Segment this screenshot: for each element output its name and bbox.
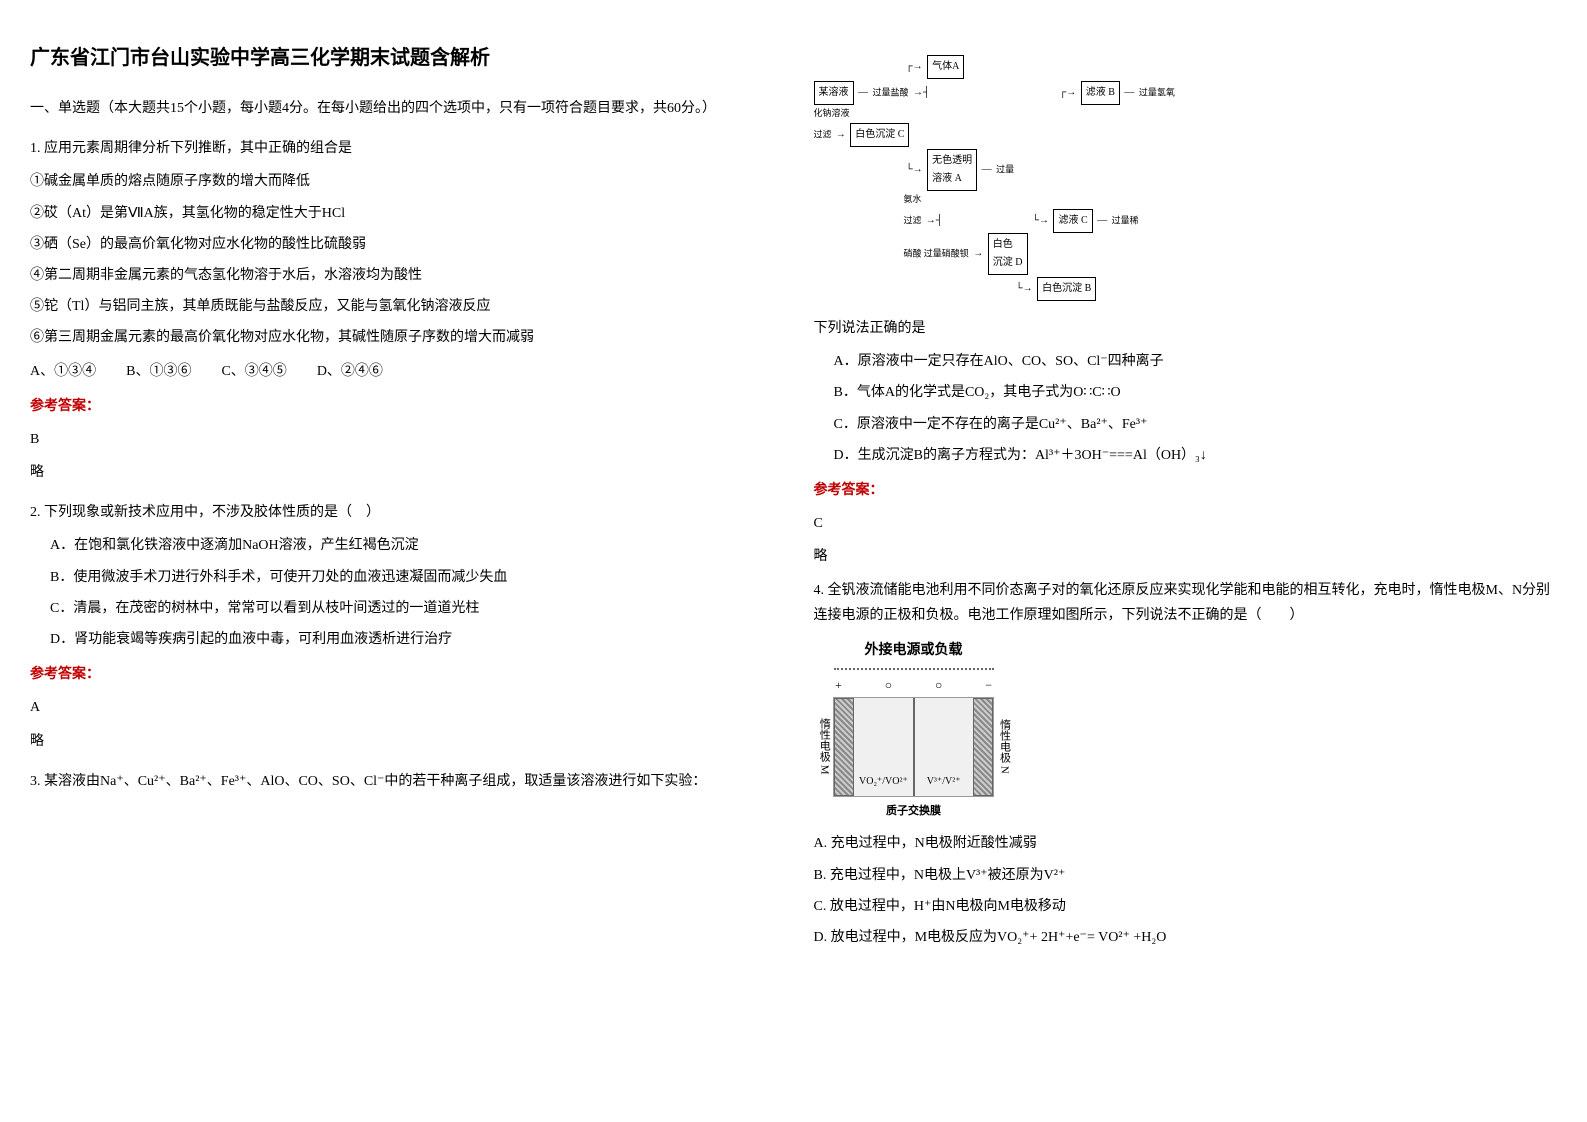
flow-reagent-4a: 过量稀 xyxy=(1112,215,1139,225)
electrode-m xyxy=(834,698,854,796)
arrow-right-icon: →┤ xyxy=(924,212,945,230)
flow-filtrate-c: 滤液 C xyxy=(1053,209,1092,233)
battery-cell: VO₂⁺/VO²⁺ V³⁺/V²⁺ xyxy=(833,697,993,797)
q3-answer: C xyxy=(814,511,1558,536)
q1-stem: 1. 应用元素周期律分析下列推断，其中正确的组合是 xyxy=(30,136,774,161)
left-column: 广东省江门市台山实验中学高三化学期末试题含解析 一、单选题（本大题共15个小题，… xyxy=(30,40,774,965)
electrode-m-label: 惰性电极 M xyxy=(814,718,834,775)
q1-item: ②砹（At）是第ⅦA族，其氢化物的稳定性大于HCl xyxy=(30,201,774,226)
q1-item: ①碱金属单质的熔点随原子序数的增大而降低 xyxy=(30,169,774,194)
solution-right: V³⁺/V²⁺ xyxy=(915,698,973,796)
flow-reagent-3c: 过滤 xyxy=(814,129,832,139)
flow-reagent-3a: 过量氢氧 xyxy=(1139,87,1175,97)
q1-item: ⑤铊（Tl）与铝同主族，其单质既能与盐酸反应，又能与氢氧化钠溶液反应 xyxy=(30,294,774,319)
arrow-up-icon: ┌→ xyxy=(904,58,925,76)
q4-stem: 4. 全钒液流储能电池利用不同价态离子对的氧化还原反应来实现化学能和电能的相互转… xyxy=(814,578,1558,628)
plus-terminal: + xyxy=(835,675,842,697)
q3-opt-b: B．气体A的化学式是CO₂，其电子式为O∷C∷O xyxy=(834,380,1558,405)
q2-note: 略 xyxy=(30,729,774,754)
flow-start: 某溶液 xyxy=(814,81,854,105)
answer-label: 参考答案： xyxy=(30,394,774,419)
arrow-right-icon: ┌→ xyxy=(1057,84,1078,102)
question-2: 2. 下列现象或新技术应用中，不涉及胶体性质的是（ ） A．在饱和氯化铁溶液中逐… xyxy=(30,500,774,754)
right-column: ┌→ 气体A 某溶液 — 过量盐酸 →┤ ┌→ 滤液 B — 过量氢氧 化钠溶液… xyxy=(814,40,1558,965)
q1-options: A、①③④ B、①③⑥ C、③④⑤ D、②④⑥ xyxy=(30,359,774,384)
electrode-n xyxy=(973,698,993,796)
q4-opt-c: C. 放电过程中，H⁺由N电极向M电极移动 xyxy=(814,894,1558,919)
q3-opt-c: C．原溶液中一定不存在的离子是Cu²⁺、Ba²⁺、Fe³⁺ xyxy=(834,412,1558,437)
flow-gas-a: 气体A xyxy=(927,55,964,79)
q1-opt-d: D、②④⑥ xyxy=(317,359,383,384)
solution-left: VO₂⁺/VO²⁺ xyxy=(854,698,912,796)
q1-opt-b: B、①③⑥ xyxy=(126,359,191,384)
arrow-down-icon: └→ xyxy=(904,161,925,179)
wire-icon xyxy=(834,668,994,670)
q3-opt-d: D．生成沉淀B的离子方程式为：Al³⁺＋3OH⁻===Al（OH）₃↓ xyxy=(834,443,1558,468)
diagram-bottom-label: 质子交换膜 xyxy=(814,802,1014,822)
q2-opt-c: C．清晨，在茂密的树林中，常常可以看到从枝叶间透过的一道道光柱 xyxy=(50,596,774,621)
q3-note: 略 xyxy=(814,544,1558,569)
q2-answer: A xyxy=(30,695,774,720)
q1-opt-c: C、③④⑤ xyxy=(221,359,286,384)
arrow-right-icon: → xyxy=(834,126,848,144)
flow-reagent-2c: 过滤 xyxy=(904,215,922,225)
flow-reagent-2a: 过量 xyxy=(996,164,1014,174)
q1-item: ③硒（Se）的最高价氧化物对应水化物的酸性比硫酸弱 xyxy=(30,232,774,257)
answer-label: 参考答案： xyxy=(814,478,1558,503)
flow-ppt-d: 白色 沉淀 D xyxy=(988,233,1028,275)
flow-reagent-5: 过量硝酸钡 xyxy=(924,248,969,258)
section-header: 一、单选题（本大题共15个小题，每小题4分。在每小题给出的四个选项中，只有一项符… xyxy=(30,96,774,121)
flow-reagent-4b: 硝酸 xyxy=(904,248,922,258)
question-3-start: 3. 某溶液由Na⁺、Cu²⁺、Ba²⁺、Fe³⁺、AlO、CO、SO、Cl⁻中… xyxy=(30,769,774,794)
q1-answer: B xyxy=(30,427,774,452)
q3-followup: 下列说法正确的是 xyxy=(814,316,1558,341)
arrow-right-icon: → xyxy=(971,245,985,263)
terminals: + ○ ○ − xyxy=(814,675,1014,697)
q3-opt-a: A．原溶液中一定只存在AlO、CO、SO、Cl⁻四种离子 xyxy=(834,349,1558,374)
electrode-n-label: 惰性电极 N xyxy=(994,719,1014,774)
q1-item: ④第二周期非金属元素的气态氢化物溶于水后，水溶液均为酸性 xyxy=(30,263,774,288)
arrow-right-icon: — xyxy=(1122,84,1136,102)
q2-stem: 2. 下列现象或新技术应用中，不涉及胶体性质的是（ ） xyxy=(30,500,774,525)
flow-reagent-1: 过量盐酸 xyxy=(873,87,909,97)
q2-opt-b: B．使用微波手术刀进行外科手术，可使开刀处的血液迅速凝固而减少失血 xyxy=(50,565,774,590)
arrow-right-icon: └→ xyxy=(1030,212,1051,230)
diagram-top-label: 外接电源或负载 xyxy=(814,638,1014,663)
page-title: 广东省江门市台山实验中学高三化学期末试题含解析 xyxy=(30,40,774,76)
arrow-down-icon: └→ xyxy=(1014,280,1035,298)
q2-opt-d: D．肾功能衰竭等疾病引起的血液中毒，可利用血液透析进行治疗 xyxy=(50,627,774,652)
q4-battery-diagram: 外接电源或负载 + ○ ○ − 惰性电极 M VO₂⁺/VO²⁺ V³⁺/V²⁺ xyxy=(814,638,1014,822)
q3-flow-diagram: ┌→ 气体A 某溶液 — 过量盐酸 →┤ ┌→ 滤液 B — 过量氢氧 化钠溶液… xyxy=(814,55,1558,301)
flow-filtrate-b: 滤液 B xyxy=(1081,81,1120,105)
arrow-right-icon: — xyxy=(1095,212,1109,230)
q1-note: 略 xyxy=(30,460,774,485)
flow-solution-a: 无色透明 溶液 A xyxy=(927,149,977,191)
question-4: 4. 全钒液流储能电池利用不同价态离子对的氧化还原反应来实现化学能和电能的相互转… xyxy=(814,578,1558,951)
q2-opt-a: A．在饱和氯化铁溶液中逐滴加NaOH溶液，产生红褐色沉淀 xyxy=(50,533,774,558)
arrow-right-icon: →┤ xyxy=(911,84,932,102)
q1-opt-a: A、①③④ xyxy=(30,359,96,384)
q4-opt-b: B. 充电过程中，N电极上V³⁺被还原为V²⁺ xyxy=(814,863,1558,888)
q4-opt-a: A. 充电过程中，N电极附近酸性减弱 xyxy=(814,831,1558,856)
answer-label: 参考答案： xyxy=(30,662,774,687)
flow-reagent-3b: 化钠溶液 xyxy=(814,108,850,118)
arrow-right-icon: — xyxy=(980,161,994,179)
flow-ppt-c: 白色沉淀 C xyxy=(850,123,909,147)
q4-opt-d: D. 放电过程中，M电极反应为VO₂⁺+ 2H⁺+e⁻= VO²⁺ +H₂O xyxy=(814,925,1558,950)
q3-stem: 3. 某溶液由Na⁺、Cu²⁺、Ba²⁺、Fe³⁺、AlO、CO、SO、Cl⁻中… xyxy=(30,769,774,794)
minus-terminal: − xyxy=(985,675,992,697)
q1-item: ⑥第三周期金属元素的最高价氧化物对应水化物，其碱性随原子序数的增大而减弱 xyxy=(30,325,774,350)
arrow-right-icon: — xyxy=(856,84,870,102)
flow-reagent-2b: 氨水 xyxy=(904,194,922,204)
question-1: 1. 应用元素周期律分析下列推断，其中正确的组合是 ①碱金属单质的熔点随原子序数… xyxy=(30,136,774,485)
flow-ppt-b: 白色沉淀 B xyxy=(1037,277,1096,301)
